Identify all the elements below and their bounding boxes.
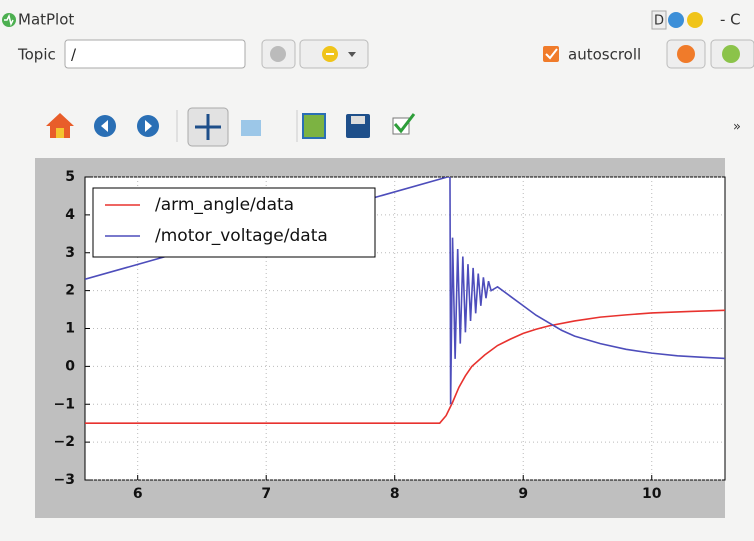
- toolbar-overflow[interactable]: »: [733, 120, 741, 135]
- y-tick-label: 1: [65, 321, 75, 337]
- y-tick-label: −1: [54, 396, 75, 412]
- app-title: MatPlot: [18, 11, 74, 29]
- remove-icon-bar: [326, 53, 334, 55]
- y-tick-label: 5: [65, 169, 75, 185]
- save-label: [351, 116, 365, 124]
- pause-icon: [677, 45, 695, 63]
- topic-input[interactable]: [65, 40, 245, 68]
- y-tick-label: 2: [65, 283, 75, 299]
- y-tick-label: 4: [65, 207, 75, 223]
- autoscroll-checkbox[interactable]: [543, 46, 559, 62]
- window-controls[interactable]: - C: [720, 11, 741, 29]
- page: MatPlot D - C Topic / autoscroll » −3−2−…: [0, 0, 754, 537]
- legend-label: /arm_angle/data: [155, 195, 294, 215]
- x-tick-label: 9: [518, 486, 528, 502]
- help-icon[interactable]: [687, 12, 703, 28]
- topic-label: Topic: [17, 46, 56, 64]
- y-tick-label: −2: [54, 434, 75, 450]
- badge[interactable]: D: [654, 14, 664, 29]
- subplots-icon[interactable]: [303, 114, 325, 138]
- x-tick-label: 10: [642, 486, 662, 502]
- reload-icon[interactable]: [668, 12, 684, 28]
- autoscroll-label[interactable]: autoscroll: [568, 46, 641, 64]
- x-tick-label: 8: [390, 486, 400, 502]
- legend-label: /motor_voltage/data: [155, 226, 328, 246]
- window: MatPlot D - C Topic / autoscroll » −3−2−…: [0, 0, 754, 537]
- clear-icon: [722, 45, 740, 63]
- x-tick-label: 7: [261, 486, 271, 502]
- zoom-icon[interactable]: [241, 120, 261, 136]
- y-tick-label: 0: [65, 358, 75, 374]
- x-tick-label: 6: [133, 486, 143, 502]
- add-icon: [270, 46, 286, 62]
- legend: /arm_angle/data/motor_voltage/data: [93, 188, 375, 257]
- home-door: [56, 128, 64, 138]
- y-tick-label: 3: [65, 245, 75, 261]
- y-tick-label: −3: [54, 472, 75, 488]
